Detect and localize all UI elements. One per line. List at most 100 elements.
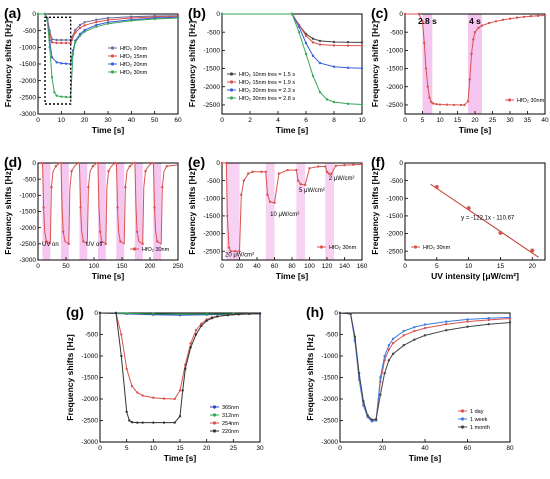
data-point <box>318 61 322 65</box>
data-point <box>78 26 82 30</box>
data-point <box>55 61 58 64</box>
data-point <box>130 19 133 22</box>
data-point <box>370 418 374 421</box>
x-tick-label: 60 <box>271 263 279 270</box>
data-point <box>353 335 357 338</box>
y-tick-label: -2000 <box>386 231 403 238</box>
data-point <box>120 354 123 358</box>
data-point <box>297 30 301 34</box>
data-point <box>308 167 311 170</box>
legend-marker <box>460 425 465 429</box>
data-point <box>346 66 350 70</box>
y-axis-title: Frequency shifts [Hz] <box>187 168 197 255</box>
x-tick-label: 2 <box>248 117 252 124</box>
data-point <box>277 172 281 175</box>
x-axis-title: Time [s] <box>164 453 197 463</box>
data-point <box>379 376 382 379</box>
legend-marker <box>460 409 465 413</box>
y-tick-label: 0 <box>399 11 403 18</box>
data-point <box>95 20 98 24</box>
uv-on-label: UV on <box>42 242 59 248</box>
data-point <box>67 242 71 246</box>
y-tick-label: 0 <box>32 160 36 167</box>
data-point <box>370 420 374 423</box>
data-point <box>70 169 73 173</box>
data-point <box>515 16 519 19</box>
data-point <box>141 242 144 246</box>
data-point <box>229 249 232 253</box>
y-tick-label: -1500 <box>203 213 220 220</box>
data-point <box>95 18 98 21</box>
data-point <box>445 103 449 106</box>
y-tick-label: -2000 <box>203 84 220 91</box>
series-line-1 <box>339 312 511 422</box>
data-point <box>445 320 448 323</box>
data-point <box>96 161 100 165</box>
data-point <box>128 165 132 168</box>
data-point <box>311 74 315 78</box>
data-point <box>360 66 364 70</box>
data-point <box>64 41 68 45</box>
data-point <box>43 12 47 16</box>
data-point <box>387 348 391 351</box>
x-tick-label: 25 <box>230 445 238 452</box>
y-tick-label: -2500 <box>321 418 338 425</box>
y-tick-label: -500 <box>207 178 220 185</box>
x-tick-label: 40 <box>421 445 429 452</box>
y-tick-label: 0 <box>94 310 98 317</box>
data-point <box>87 186 90 189</box>
y-tick-label: -1000 <box>321 353 338 360</box>
x-tick-label: 40 <box>541 117 549 124</box>
intensity-label: 2 μW/cm² <box>329 176 355 182</box>
uv-band-1 <box>60 163 69 260</box>
panel-f: 0 5 10 15 20 0 -500 -1000 -1500 -2000 -2500 UV inte… <box>370 154 546 281</box>
data-point <box>83 24 86 27</box>
x-axis-title: UV intensity [μW/cm²] <box>431 271 519 281</box>
data-point <box>487 316 490 320</box>
data-point <box>78 34 82 37</box>
legend-entry: HfO₂ 15nm tres = 1.9 s <box>239 80 295 86</box>
x-tick-label: 20 <box>529 263 537 270</box>
data-point <box>178 389 182 392</box>
data-point <box>136 421 139 424</box>
data-point <box>332 65 336 68</box>
uv-off-label: UV off <box>86 242 103 248</box>
data-point <box>530 248 535 253</box>
legend-entry: 312nm <box>222 413 239 419</box>
data-point <box>120 333 123 336</box>
x-tick-label: 50 <box>62 263 70 270</box>
x-tick-label: 15 <box>497 263 505 270</box>
y-tick-label: -2000 <box>386 84 403 91</box>
data-point <box>494 20 498 23</box>
data-point <box>466 206 471 211</box>
y-axis-title: Frequency shifts [Hz] <box>3 168 13 255</box>
data-point <box>251 170 254 174</box>
data-point <box>48 46 51 49</box>
data-point <box>487 322 490 326</box>
y-tick-label: -2500 <box>386 102 403 109</box>
y-tick-label: -500 <box>85 332 98 339</box>
y-tick-label: -500 <box>23 28 36 35</box>
legend-entry: HfO₂ 30nm tres = 2.8 s <box>239 96 295 102</box>
data-point <box>349 312 352 316</box>
x-tick-label: 20 <box>471 117 479 124</box>
data-point <box>459 103 463 107</box>
recovery-time-label: 4 s <box>469 16 481 26</box>
x-axis-title: Time [s] <box>459 125 492 135</box>
data-point <box>466 320 469 323</box>
x-tick-label: 10 <box>465 263 473 270</box>
data-point <box>119 240 122 243</box>
data-point <box>466 325 469 328</box>
y-tick-label: -2000 <box>19 78 36 85</box>
data-point <box>125 367 128 371</box>
data-point <box>60 41 63 45</box>
legend-entry: HfO₂ 30nm <box>423 245 451 251</box>
data-point <box>403 12 407 16</box>
panel-b: 0 2 4 6 8 10 0 -500 -1000 -1500 -2000 -2500 Time [s]… <box>187 5 366 135</box>
x-axis-title: Time [s] <box>276 125 309 135</box>
data-point <box>387 359 391 362</box>
data-point <box>54 165 58 168</box>
x-axis-title: Time [s] <box>409 453 442 463</box>
data-point <box>318 43 322 46</box>
